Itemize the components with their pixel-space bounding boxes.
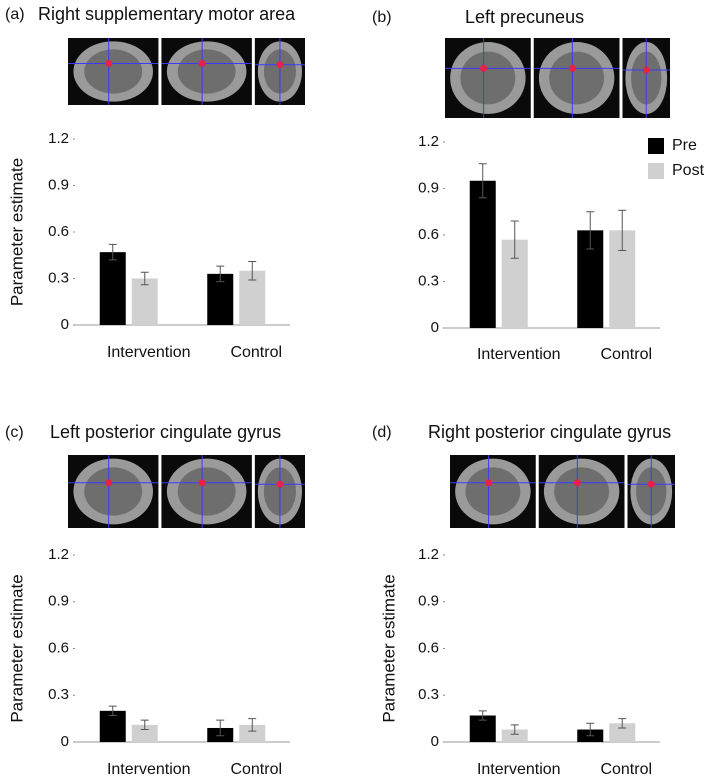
activation bbox=[642, 66, 650, 74]
legend-swatch bbox=[648, 138, 664, 154]
error-bar bbox=[248, 718, 257, 732]
bar bbox=[239, 724, 266, 742]
y-tick-label: 0 bbox=[61, 316, 69, 333]
y-tick-label: 0.3 bbox=[418, 272, 439, 289]
y-tick-label: 0 bbox=[431, 733, 439, 750]
y-tick-label: 0.3 bbox=[418, 686, 439, 703]
error-bar bbox=[216, 719, 225, 737]
activation bbox=[573, 479, 581, 487]
brain-inner bbox=[177, 49, 236, 94]
y-tick-label: 0.6 bbox=[48, 639, 69, 656]
y-tick-label: 0.9 bbox=[48, 593, 69, 610]
error-bar bbox=[586, 211, 595, 250]
x-tick-label: Intervention bbox=[477, 346, 561, 363]
y-tick-label: 0.9 bbox=[418, 179, 439, 196]
activation bbox=[198, 59, 206, 67]
error-bar bbox=[108, 705, 117, 717]
legend-swatch bbox=[648, 163, 664, 179]
y-tick-label: 0.6 bbox=[418, 226, 439, 243]
bar bbox=[469, 180, 496, 328]
activation bbox=[276, 61, 284, 69]
panel-label: (c) bbox=[5, 424, 24, 441]
y-axis-label: Parameter estimate bbox=[7, 574, 26, 722]
y-tick-label: 0.6 bbox=[48, 223, 69, 240]
brain-inner bbox=[460, 51, 516, 105]
error-bar bbox=[140, 719, 149, 731]
activation bbox=[198, 479, 206, 487]
brain-inner bbox=[549, 51, 605, 105]
error-bar bbox=[216, 265, 225, 283]
error-bar bbox=[108, 243, 117, 261]
y-tick-label: 0.3 bbox=[48, 686, 69, 703]
activation bbox=[485, 479, 493, 487]
chart-title: Left precuneus bbox=[465, 7, 584, 27]
error-bar bbox=[478, 163, 487, 199]
x-tick-label: Control bbox=[600, 761, 652, 778]
y-axis-label: Parameter estimate bbox=[7, 158, 26, 306]
error-bar bbox=[248, 260, 257, 281]
error-bar bbox=[140, 271, 149, 286]
y-tick-label: 1.2 bbox=[418, 133, 439, 150]
activation bbox=[105, 479, 113, 487]
y-axis-label: Parameter estimate bbox=[379, 574, 398, 722]
error-bar bbox=[478, 710, 487, 721]
y-tick-label: 0 bbox=[431, 319, 439, 336]
bar bbox=[609, 723, 636, 742]
error-bar bbox=[586, 722, 595, 737]
panel-label: (d) bbox=[372, 424, 392, 441]
brain-inner bbox=[554, 467, 610, 516]
bar bbox=[501, 729, 528, 742]
error-bar bbox=[618, 209, 627, 251]
y-tick-label: 1.2 bbox=[48, 130, 69, 147]
activation bbox=[568, 64, 576, 72]
y-tick-label: 0.6 bbox=[418, 639, 439, 656]
bar bbox=[131, 724, 158, 742]
y-tick-label: 1.2 bbox=[48, 546, 69, 563]
chart-title: Left posterior cingulate gyrus bbox=[50, 422, 281, 442]
bar bbox=[99, 252, 126, 325]
legend-label: Post bbox=[672, 162, 705, 179]
x-tick-label: Control bbox=[230, 761, 282, 778]
activation bbox=[480, 64, 488, 72]
y-tick-label: 0.3 bbox=[48, 269, 69, 286]
bar bbox=[131, 278, 158, 325]
x-tick-label: Control bbox=[230, 344, 282, 361]
brain-inner bbox=[84, 467, 143, 516]
y-tick-label: 1.2 bbox=[418, 546, 439, 563]
error-bar bbox=[618, 718, 627, 729]
bar bbox=[207, 273, 234, 325]
y-tick-label: 0.9 bbox=[48, 176, 69, 193]
bar bbox=[99, 710, 126, 742]
x-tick-label: Intervention bbox=[107, 344, 191, 361]
brain-inner bbox=[177, 467, 236, 516]
error-bar bbox=[510, 724, 519, 735]
x-tick-label: Intervention bbox=[107, 761, 191, 778]
brain-inner bbox=[465, 467, 521, 516]
activation bbox=[276, 480, 284, 488]
panel-label: (b) bbox=[372, 9, 392, 26]
brain-inner bbox=[84, 49, 143, 94]
y-tick-label: 0.9 bbox=[418, 593, 439, 610]
activation bbox=[647, 480, 655, 488]
y-tick-label: 0 bbox=[61, 733, 69, 750]
x-tick-label: Intervention bbox=[477, 761, 561, 778]
chart-title: Right supplementary motor area bbox=[38, 4, 296, 24]
panel-label: (a) bbox=[5, 6, 25, 23]
x-tick-label: Control bbox=[600, 346, 652, 363]
error-bar bbox=[510, 220, 519, 259]
activation bbox=[105, 59, 113, 67]
chart-title: Right posterior cingulate gyrus bbox=[428, 422, 671, 442]
legend-label: Pre bbox=[672, 137, 697, 154]
